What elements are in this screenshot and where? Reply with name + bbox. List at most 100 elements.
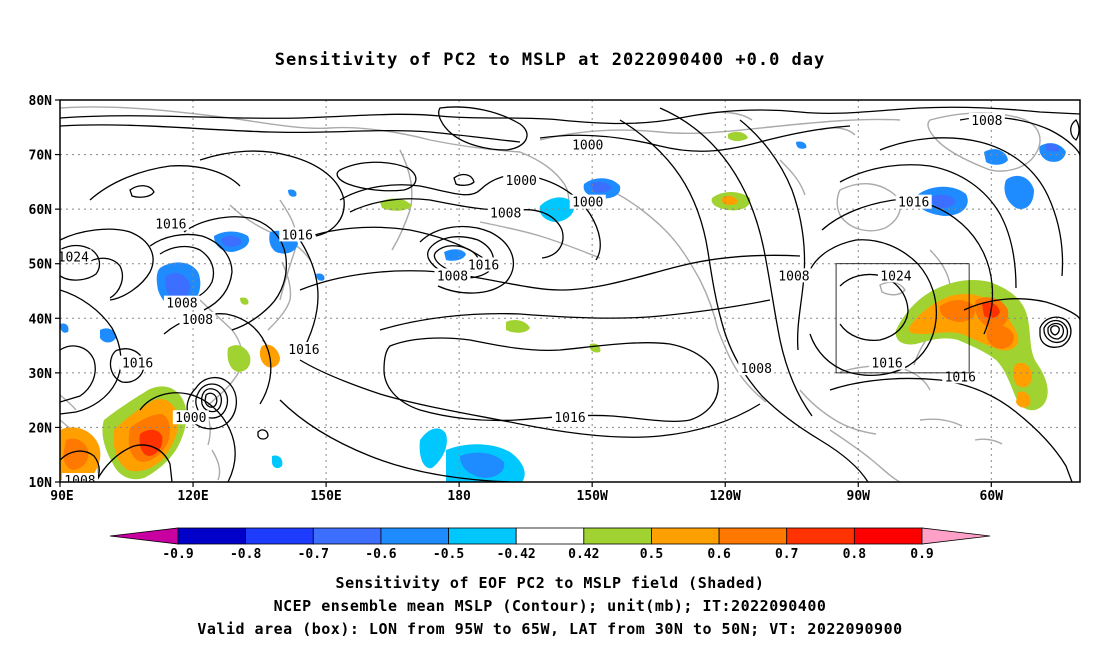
contour-label: 1000	[506, 174, 537, 189]
shade-region	[240, 297, 249, 305]
shade-region	[939, 300, 976, 322]
shade-region	[221, 235, 242, 247]
shade-region	[930, 194, 956, 209]
shade-region	[380, 198, 412, 211]
colorbar-label: -0.6	[365, 547, 396, 562]
lat-tick-label: 40N	[29, 312, 53, 327]
contour-label-bg	[465, 257, 502, 272]
contour-label-bg	[738, 361, 775, 376]
lat-tick-label: 20N	[29, 421, 53, 436]
contour-label-bg	[877, 268, 914, 283]
colorbar-extend-right	[921, 527, 991, 545]
shade-region	[419, 428, 447, 469]
shade-region	[506, 320, 530, 333]
footer-valid-area-caption: Valid area (box): LON from 95W to 65W, L…	[197, 620, 903, 638]
colorbar-label: 0.6	[707, 547, 731, 562]
contour-label: 1000	[572, 196, 603, 211]
colorbar-label: 0.5	[640, 547, 663, 562]
colorbar-label: 0.7	[775, 547, 798, 562]
colorbar-swatch	[245, 527, 314, 545]
valid-area-box	[835, 263, 970, 374]
shade-region	[984, 149, 1008, 165]
colorbar-label: 0.42	[568, 547, 599, 562]
shade-region	[986, 325, 1014, 349]
shade-region	[63, 438, 89, 470]
map-frame	[59, 99, 1081, 483]
contour-label-bg	[869, 355, 906, 370]
shade-region	[590, 181, 612, 193]
lon-tick-label: 120W	[710, 489, 741, 504]
colorbar-swatch	[448, 527, 517, 545]
contour-label-bg	[179, 312, 216, 327]
contour-label-bg	[61, 473, 98, 482]
colorbar-label: 0.8	[843, 547, 867, 562]
contour-label: 1000	[175, 411, 206, 426]
lat-tick-label: 50N	[29, 258, 53, 273]
lat-tick-label: 70N	[29, 149, 53, 164]
shade-region	[1046, 143, 1060, 152]
colorbar-label: -0.5	[433, 547, 464, 562]
colorbar-swatch	[786, 527, 855, 545]
lat-tick-label: 30N	[29, 367, 53, 382]
shade-region	[316, 273, 325, 281]
colorbar-swatch	[651, 527, 720, 545]
shade-region	[796, 141, 807, 149]
shade-region	[272, 455, 283, 469]
contour-label-bg	[434, 268, 471, 283]
contour-label: 1008	[741, 362, 772, 377]
colorbar-label: -0.42	[497, 547, 536, 562]
contour-label: 1016	[945, 370, 976, 385]
colorbar-swatch	[583, 527, 652, 545]
colorbar-label: -0.8	[230, 547, 261, 562]
contour-label-bg	[775, 268, 812, 283]
colorbar-label: 0.9	[910, 547, 933, 562]
footer-shading-caption: Sensitivity of EOF PC2 to MSLP field (Sh…	[335, 574, 765, 592]
lon-tick-label: 60W	[980, 489, 1004, 504]
contour-label-bg	[163, 295, 200, 310]
colorbar-swatch	[312, 527, 382, 545]
contour-label: 1024	[58, 250, 89, 265]
shade-region	[539, 197, 575, 222]
colorbar-extend-left	[109, 527, 179, 545]
shade-region	[227, 345, 251, 372]
shade-region	[1013, 362, 1032, 388]
contour-label: 1016	[554, 411, 585, 426]
lat-tick-label: 80N	[29, 94, 53, 109]
contour-label: 1008	[971, 114, 1002, 129]
shade-region	[288, 189, 297, 197]
lat-tick-label: 10N	[29, 476, 53, 491]
shade-region	[444, 249, 466, 261]
contour-label: 1016	[155, 218, 186, 233]
contour-label: 1000	[572, 138, 603, 153]
contour-label: 1008	[182, 313, 213, 328]
contour-label: 1016	[288, 343, 319, 358]
contour-label-bg	[279, 227, 316, 242]
shade-region	[1004, 175, 1034, 210]
contour-label-bg	[172, 410, 209, 425]
lon-tick-label: 90W	[847, 489, 871, 504]
shade-region	[165, 273, 191, 300]
lon-tick-label: 120E	[177, 489, 208, 504]
shade-region	[1016, 391, 1031, 408]
contour-label: 1016	[468, 258, 499, 273]
shade-region	[728, 131, 748, 141]
contour-label: 1008	[64, 474, 95, 489]
contour-label-bg	[569, 194, 606, 209]
contour-label: 1024	[880, 269, 911, 284]
shade-region	[460, 452, 505, 478]
contour-label-bg	[119, 355, 156, 370]
lon-tick-label: 150W	[577, 489, 608, 504]
contour-label: 1008	[437, 269, 468, 284]
colorbar-label: -0.9	[162, 547, 193, 562]
colorbar-swatch	[718, 527, 788, 545]
contour-label-bg	[503, 172, 540, 187]
contour-label-bg	[968, 112, 1005, 127]
contour-label-bg	[285, 342, 322, 357]
contour-label: 1016	[282, 228, 313, 243]
contour-label: 1008	[778, 269, 809, 284]
shade-region	[100, 328, 116, 343]
contour-label-bg	[895, 194, 932, 209]
contour-label: 1016	[871, 357, 902, 372]
